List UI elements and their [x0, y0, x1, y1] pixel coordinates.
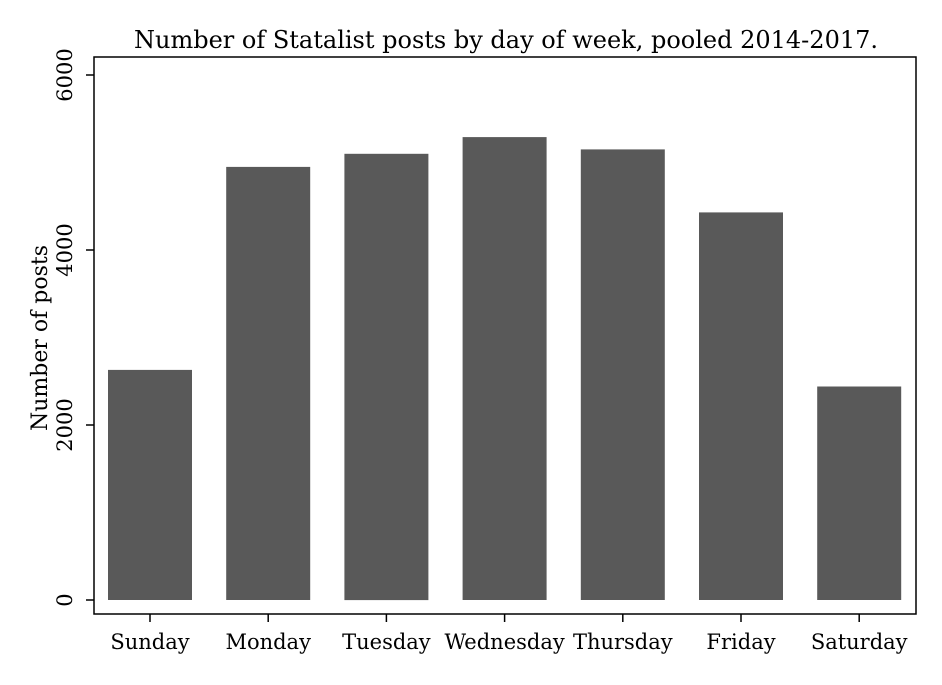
- x-tick-label: Friday: [706, 630, 775, 654]
- bar-friday: [699, 212, 783, 600]
- x-tick-label: Saturday: [811, 630, 908, 654]
- x-tick-label: Wednesday: [444, 630, 564, 654]
- x-axis-ticks: Sunday Monday Tuesday Wednesday Thursday Frid…: [110, 614, 908, 654]
- bars-group: [108, 137, 902, 601]
- y-tick-label: 0: [53, 593, 77, 606]
- y-tick-label: 2000: [53, 398, 77, 451]
- bar-monday: [226, 166, 311, 600]
- bar-saturday: [817, 386, 902, 600]
- bar-thursday: [580, 149, 665, 600]
- y-axis-title: Number of posts: [28, 245, 53, 431]
- y-axis-ticks: 0 2000 4000 6000: [53, 48, 94, 607]
- x-tick-label: Tuesday: [342, 630, 431, 654]
- x-tick-label: Monday: [225, 630, 311, 654]
- x-tick-label: Thursday: [573, 630, 673, 654]
- x-tick-label: Sunday: [110, 630, 189, 654]
- y-tick-label: 4000: [53, 223, 77, 276]
- y-tick-label: 6000: [53, 48, 77, 101]
- bar-sunday: [108, 369, 192, 600]
- chart-title: Number of Statalist posts by day of week…: [134, 26, 878, 54]
- bar-tuesday: [344, 153, 429, 601]
- bar-wednesday: [462, 137, 547, 600]
